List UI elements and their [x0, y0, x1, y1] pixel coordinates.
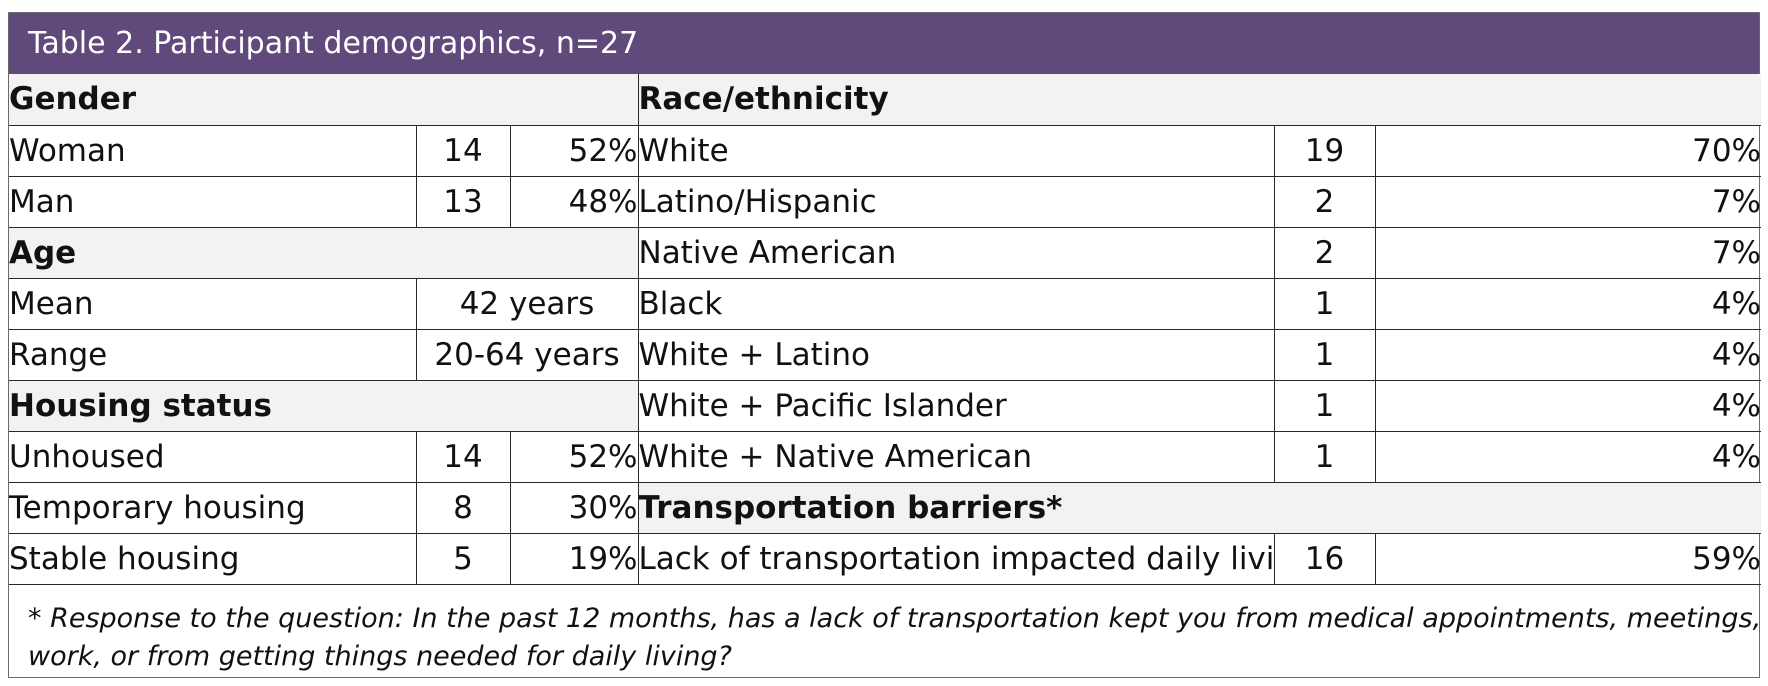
row-percent: 48% — [509, 175, 639, 228]
row-count: 1 — [1273, 277, 1376, 330]
row-label: White + Latino — [637, 328, 1275, 381]
table-footnote: * Response to the question: In the past … — [9, 593, 1762, 677]
row-label: Woman — [9, 124, 417, 177]
row-percent: 4% — [1374, 430, 1762, 483]
row-value: 20-64 years — [415, 328, 639, 381]
row-percent: 4% — [1374, 379, 1762, 432]
row-label: Lack of transportation impacted daily li… — [637, 532, 1275, 585]
row-label: Unhoused — [9, 430, 417, 483]
table-row: Man 13 48% Latino/Hispanic 2 7% — [9, 175, 1762, 228]
row-count: 1 — [1273, 328, 1376, 381]
row-label: Latino/Hispanic — [637, 175, 1275, 228]
table-row: Stable housing 5 19% Lack of transportat… — [9, 532, 1762, 585]
table-row: Woman 14 52% White 19 70% — [9, 124, 1762, 177]
section-heading-race: Race/ethnicity — [637, 74, 1762, 126]
row-count: 2 — [1273, 175, 1376, 228]
table-row: Unhoused 14 52% White + Native American … — [9, 430, 1762, 483]
row-label: White — [637, 124, 1275, 177]
row-label: White + Pacific Islander — [637, 379, 1275, 432]
row-percent: 7% — [1374, 175, 1762, 228]
section-heading-transport: Transportation barriers* — [637, 481, 1762, 534]
row-label: Mean — [9, 277, 417, 330]
row-count: 14 — [415, 124, 511, 177]
table-grid: Gender Race/ethnicity Woman 14 52% White… — [9, 74, 1762, 585]
row-percent: 19% — [509, 532, 639, 585]
row-percent: 4% — [1374, 328, 1762, 381]
row-label: Temporary housing — [9, 481, 417, 534]
table-row: Mean 42 years Black 1 4% — [9, 277, 1762, 330]
row-label: Native American — [637, 226, 1275, 279]
footnote-line-2: work, or from getting things needed for … — [28, 641, 732, 672]
row-percent: 4% — [1374, 277, 1762, 330]
row-count: 19 — [1273, 124, 1376, 177]
table-row: Age Native American 2 7% — [9, 226, 1762, 279]
row-percent: 70% — [1374, 124, 1762, 177]
table-row: Temporary housing 8 30% Transportation b… — [9, 481, 1762, 534]
row-percent: 7% — [1374, 226, 1762, 279]
row-label: White + Native American — [637, 430, 1275, 483]
row-label: Range — [9, 328, 417, 381]
row-count: 16 — [1273, 532, 1376, 585]
table-title: Table 2. Participant demographics, n=27 — [9, 13, 1759, 74]
row-count: 2 — [1273, 226, 1376, 279]
row-percent: 52% — [509, 124, 639, 177]
row-value: 42 years — [415, 277, 639, 330]
row-percent: 30% — [509, 481, 639, 534]
row-label: Stable housing — [9, 532, 417, 585]
footnote-line-1: * Response to the question: In the past … — [28, 603, 1762, 634]
row-label: Man — [9, 175, 417, 228]
row-label: Black — [637, 277, 1275, 330]
row-count: 14 — [415, 430, 511, 483]
table-row: Gender Race/ethnicity — [9, 74, 1762, 126]
table-row: Range 20-64 years White + Latino 1 4% — [9, 328, 1762, 381]
row-count: 1 — [1273, 379, 1376, 432]
row-count: 8 — [415, 481, 511, 534]
demographics-table: Table 2. Participant demographics, n=27 … — [8, 12, 1762, 678]
row-count: 5 — [415, 532, 511, 585]
row-percent: 59% — [1374, 532, 1762, 585]
row-count: 1 — [1273, 430, 1376, 483]
section-heading-age: Age — [9, 226, 639, 279]
section-heading-housing: Housing status — [9, 379, 639, 432]
row-count: 13 — [415, 175, 511, 228]
row-percent: 52% — [509, 430, 639, 483]
table-row: Housing status White + Pacific Islander … — [9, 379, 1762, 432]
section-heading-gender: Gender — [9, 74, 639, 126]
